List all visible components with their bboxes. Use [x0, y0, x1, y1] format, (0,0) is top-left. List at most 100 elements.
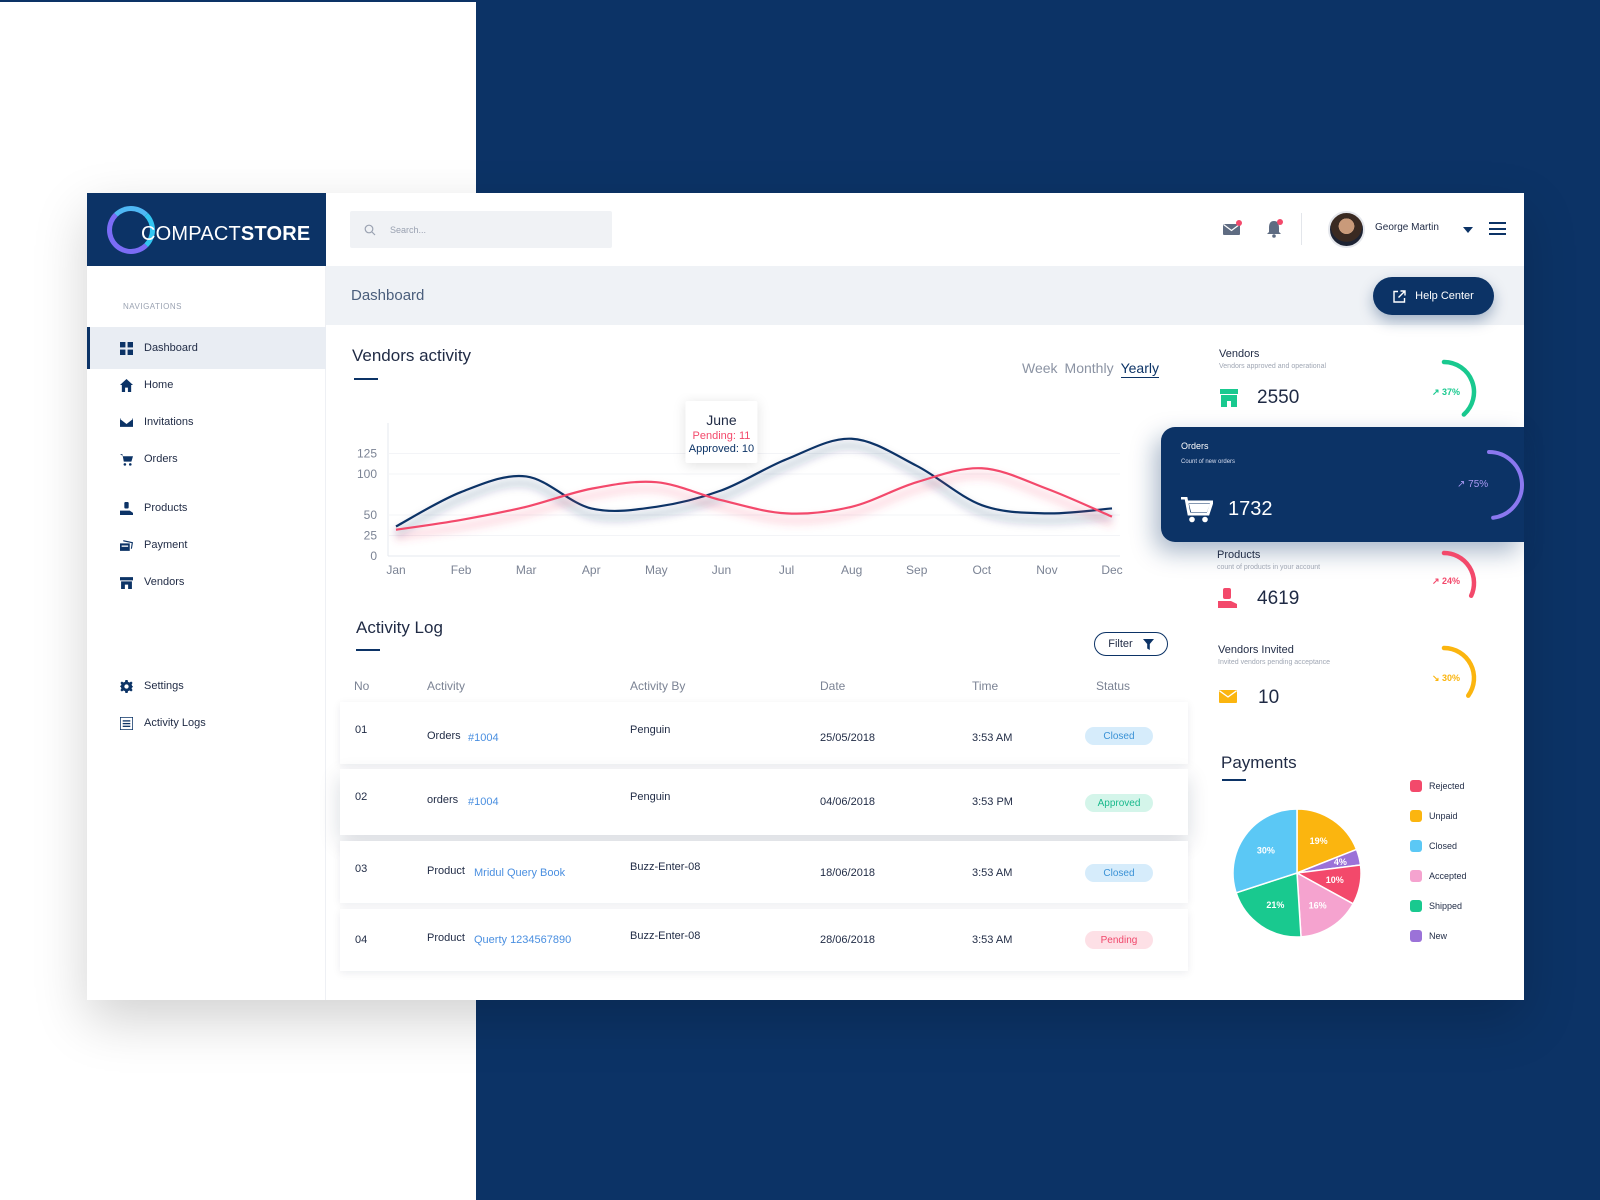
- search-input[interactable]: [390, 224, 590, 235]
- y-tick-label: 50: [364, 508, 378, 522]
- notifications-button[interactable]: [1265, 219, 1285, 239]
- stat-value: 2550: [1257, 387, 1300, 408]
- stat-orders[interactable]: Orders Count of new orders 1732 ↗ 75%: [1161, 427, 1524, 542]
- x-tick-label: Apr: [582, 563, 601, 577]
- x-tick-label: Dec: [1101, 563, 1122, 577]
- logo[interactable]: COMPACTSTORE: [87, 193, 326, 266]
- help-center-button[interactable]: Help Center: [1373, 277, 1494, 315]
- progress-arc: [1441, 645, 1477, 698]
- chevron-down-icon[interactable]: [1463, 227, 1473, 233]
- legend-label: New: [1429, 931, 1448, 941]
- row-date: 18/06/2018: [820, 867, 876, 879]
- envelope-icon: [120, 416, 133, 429]
- stat-label: Vendors: [1219, 348, 1260, 360]
- data-point[interactable]: [390, 524, 402, 536]
- row-activity: Orders: [427, 730, 461, 742]
- x-tick-label: Jun: [712, 563, 731, 577]
- data-point[interactable]: [585, 502, 597, 514]
- row-time: 3:53 PM: [972, 796, 1013, 808]
- row-date: 28/06/2018: [820, 934, 876, 946]
- sidebar-item-activity-logs[interactable]: Activity Logs: [87, 702, 326, 744]
- progress-arc: [1441, 550, 1477, 599]
- avatar[interactable]: [1328, 211, 1365, 248]
- pie-slice[interactable]: [1235, 871, 1302, 938]
- legend-swatch: [1410, 900, 1422, 912]
- row-activity: Product: [427, 932, 465, 944]
- sidebar-item-home[interactable]: Home: [87, 364, 326, 406]
- data-point[interactable]: [976, 462, 988, 474]
- tab-yearly[interactable]: Yearly: [1120, 360, 1159, 378]
- row-ref-link[interactable]: Mridul Query Book: [474, 867, 566, 879]
- data-point[interactable]: [781, 507, 793, 519]
- search-box[interactable]: [350, 211, 612, 248]
- legend-item-closed[interactable]: Closed: [1410, 840, 1457, 852]
- col-time: Time: [972, 679, 999, 693]
- payments-pie-chart: 19% 4% 10% 16% 21% 30%: [1232, 808, 1362, 938]
- data-point[interactable]: [455, 486, 467, 498]
- data-point[interactable]: [911, 460, 923, 472]
- pie-slice[interactable]: [1296, 871, 1355, 938]
- data-point[interactable]: [976, 499, 988, 511]
- tab-week[interactable]: Week: [1022, 360, 1058, 376]
- data-point[interactable]: [1106, 511, 1118, 523]
- data-point[interactable]: [1041, 507, 1053, 519]
- data-point[interactable]: [911, 476, 923, 488]
- table-row[interactable]: 01 Orders #1004 Penguin 25/05/2018 3:53 …: [340, 702, 1188, 764]
- data-point[interactable]: [846, 501, 858, 513]
- data-point[interactable]: [846, 433, 858, 445]
- data-point[interactable]: [520, 501, 532, 513]
- pie-slice[interactable]: [1296, 808, 1358, 875]
- data-point[interactable]: [650, 501, 662, 513]
- row-ref-link[interactable]: Querty 1234567890: [474, 934, 572, 946]
- help-center-label: Help Center: [1415, 290, 1474, 302]
- filter-button[interactable]: Filter: [1094, 632, 1168, 656]
- bell-notification-dot: [1277, 219, 1283, 225]
- x-tick-label: Oct: [972, 563, 991, 577]
- stat-value: 1732: [1228, 498, 1273, 520]
- tab-monthly[interactable]: Monthly: [1064, 360, 1114, 376]
- data-point[interactable]: [585, 483, 597, 495]
- legend-item-rejected[interactable]: Rejected: [1410, 780, 1465, 792]
- sidebar-item-label: Dashboard: [144, 342, 198, 354]
- col-status: Status: [1096, 679, 1131, 693]
- vendors-invited-progress-ring: [1441, 645, 1477, 698]
- data-point[interactable]: [715, 494, 727, 506]
- x-tick-label: Jan: [386, 563, 405, 577]
- data-point[interactable]: [650, 476, 662, 488]
- mail-button[interactable]: [1222, 219, 1242, 239]
- legend-item-shipped[interactable]: Shipped: [1410, 900, 1462, 912]
- stat-vendors[interactable]: Vendors Vendors approved and operational…: [1219, 348, 1379, 418]
- legend-item-unpaid[interactable]: Unpaid: [1410, 810, 1458, 822]
- sidebar-item-label: Vendors: [144, 576, 185, 588]
- row-by: Buzz-Enter-08: [630, 930, 701, 942]
- page-header: Dashboard Help Center: [326, 266, 1524, 325]
- data-point[interactable]: [1041, 483, 1053, 495]
- data-point[interactable]: [520, 470, 532, 482]
- row-activity: Product: [427, 865, 465, 877]
- row-ref-link[interactable]: #1004: [468, 732, 499, 744]
- legend-item-new[interactable]: New: [1410, 930, 1447, 942]
- sidebar-item-label: Payment: [144, 539, 188, 551]
- sidebar-item-orders[interactable]: Orders: [87, 438, 326, 480]
- legend-item-accepted[interactable]: Accepted: [1410, 870, 1467, 882]
- store-icon: [120, 576, 133, 589]
- stat-vendors-invited[interactable]: Vendors Invited Invited vendors pending …: [1218, 644, 1388, 714]
- x-tick-label: Aug: [841, 563, 862, 577]
- sidebar-item-vendors[interactable]: Vendors: [87, 561, 326, 603]
- menu-icon[interactable]: [1489, 222, 1506, 235]
- sidebar-item-invitations[interactable]: Invitations: [87, 401, 326, 443]
- table-row[interactable]: 04 Product Querty 1234567890 Buzz-Enter-…: [340, 909, 1188, 971]
- legend-swatch: [1410, 840, 1422, 852]
- sidebar-item-settings[interactable]: Settings: [87, 665, 326, 707]
- sidebar-item-payment[interactable]: Payment: [87, 524, 326, 566]
- data-point[interactable]: [781, 453, 793, 465]
- table-row[interactable]: 02 orders #1004 Penguin 04/06/2018 3:53 …: [340, 769, 1188, 835]
- sidebar-item-products[interactable]: Products: [87, 487, 326, 529]
- data-point[interactable]: [455, 514, 467, 526]
- topbar: George Martin: [326, 193, 1524, 266]
- stat-products[interactable]: Products count of products in your accou…: [1217, 549, 1387, 619]
- row-ref-link[interactable]: #1004: [468, 796, 499, 808]
- table-row[interactable]: 03 Product Mridul Query Book Buzz-Enter-…: [340, 841, 1188, 903]
- pie-slice[interactable]: [1232, 808, 1298, 894]
- sidebar-item-dashboard[interactable]: Dashboard: [87, 327, 326, 369]
